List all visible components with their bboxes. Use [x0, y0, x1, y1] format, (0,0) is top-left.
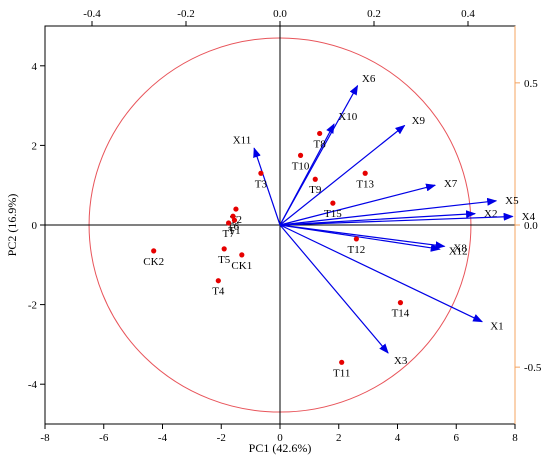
- score-label-t4: T4: [212, 286, 225, 298]
- score-point-t12: [353, 236, 359, 242]
- score-point-t4: [215, 278, 221, 284]
- score-label-t15: T15: [324, 208, 342, 220]
- y-axis-ticks: -4 -2 0 2 4: [28, 61, 45, 391]
- loading-label-x1: X1: [490, 321, 503, 333]
- loading-label-x11: X11: [233, 135, 252, 147]
- x-axis-ticks: -8 -6 -4 -2 0 2 4 6 8: [40, 424, 518, 444]
- score-point-t9: [312, 176, 318, 182]
- loading-label-x9: X9: [412, 115, 426, 127]
- x-tick-label: -2: [217, 432, 226, 444]
- score-point-t13: [362, 170, 368, 176]
- score-point-t11: [339, 359, 345, 365]
- score-point-t2: [233, 206, 239, 212]
- score-label-ck1: CK1: [231, 260, 252, 272]
- score-label-t3: T3: [255, 178, 268, 190]
- loading-arrow-x9: [279, 124, 406, 226]
- score-label-t13: T13: [356, 178, 374, 190]
- score-label-t1: T1: [228, 225, 240, 237]
- score-point-t1: [231, 217, 238, 223]
- loading-arrow-x11: [253, 147, 281, 226]
- x-tick-label: 6: [454, 432, 460, 444]
- y-tick-label: -4: [28, 379, 38, 391]
- score-point-t3: [258, 170, 264, 176]
- right-tick-label: 0.5: [524, 78, 538, 90]
- y-tick-label: 2: [32, 140, 38, 152]
- y-tick-label: 4: [32, 61, 38, 73]
- loading-arrow-x2: [279, 210, 477, 226]
- x-axis-title: PC1 (42.6%): [249, 441, 312, 455]
- top-tick-label: -0.2: [177, 8, 194, 20]
- score-label-t12: T12: [348, 244, 366, 256]
- x-tick-label: -4: [158, 432, 168, 444]
- score-label-t7: T7: [222, 228, 235, 240]
- loading-label-x6: X6: [362, 73, 376, 85]
- score-point-t15: [330, 200, 336, 206]
- score-label-t8: T8: [314, 138, 327, 150]
- top-tick-label: -0.4: [83, 8, 101, 20]
- x-tick-label: -8: [40, 432, 50, 444]
- x-tick-label: 8: [512, 432, 518, 444]
- x-tick-label: -6: [99, 432, 109, 444]
- y-axis-title: PC2 (16.9%): [5, 194, 19, 257]
- loading-label-x8: X8: [453, 242, 467, 254]
- x-tick-label: 2: [336, 432, 342, 444]
- right-axis-ticks: 0.5 0.0 -0.5: [514, 26, 542, 424]
- score-point-ck1: [239, 252, 245, 258]
- loading-arrow-x12: [279, 224, 441, 252]
- loading-arrow-x1: [279, 224, 484, 323]
- score-label-t11: T11: [333, 367, 350, 379]
- y-tick-label: 0: [32, 220, 38, 232]
- loading-label-x7: X7: [444, 178, 458, 190]
- x-tick-label: 4: [395, 432, 401, 444]
- score-point-t8: [317, 130, 323, 137]
- top-axis-ticks: -0.4 -0.2 0.0 0.2 0.4: [83, 8, 475, 26]
- loading-label-x12: X12: [449, 246, 468, 258]
- loading-arrow-x5: [279, 197, 498, 226]
- right-tick-label: -0.5: [524, 362, 542, 374]
- score-label-t5: T5: [218, 254, 231, 266]
- loading-label-x4: X4: [522, 211, 536, 223]
- score-point-t14: [397, 300, 404, 306]
- loading-arrow-x10: [279, 123, 335, 226]
- top-tick-label: 0.2: [367, 8, 381, 20]
- loading-label-x10: X10: [338, 111, 357, 123]
- score-point-t7: [225, 220, 232, 226]
- score-point-t5: [221, 246, 227, 252]
- x-tick-label: 0: [277, 432, 283, 444]
- right-tick-label: 0.0: [524, 220, 538, 232]
- score-points: CK2T2T6T1T7T5CK1T4T3T10T8T9T15T13T12T14T…: [143, 130, 410, 379]
- score-label-t9: T9: [309, 184, 322, 196]
- score-label-t14: T14: [392, 308, 410, 320]
- score-label-t10: T10: [292, 160, 310, 172]
- score-point-ck2: [151, 248, 157, 254]
- loading-label-x5: X5: [505, 195, 519, 207]
- y-tick-label: -2: [28, 300, 37, 312]
- loading-label-x3: X3: [394, 355, 408, 367]
- loading-arrow-x4: [279, 212, 514, 226]
- top-tick-label: 0.4: [461, 8, 475, 20]
- top-tick-label: 0.0: [273, 8, 287, 20]
- score-point-t6: [230, 213, 236, 219]
- loading-arrow-x3: [279, 224, 389, 354]
- score-point-t10: [297, 152, 304, 158]
- loading-arrow-x7: [279, 183, 437, 226]
- loading-label-x2: X2: [484, 208, 497, 220]
- score-label-ck2: CK2: [143, 256, 164, 268]
